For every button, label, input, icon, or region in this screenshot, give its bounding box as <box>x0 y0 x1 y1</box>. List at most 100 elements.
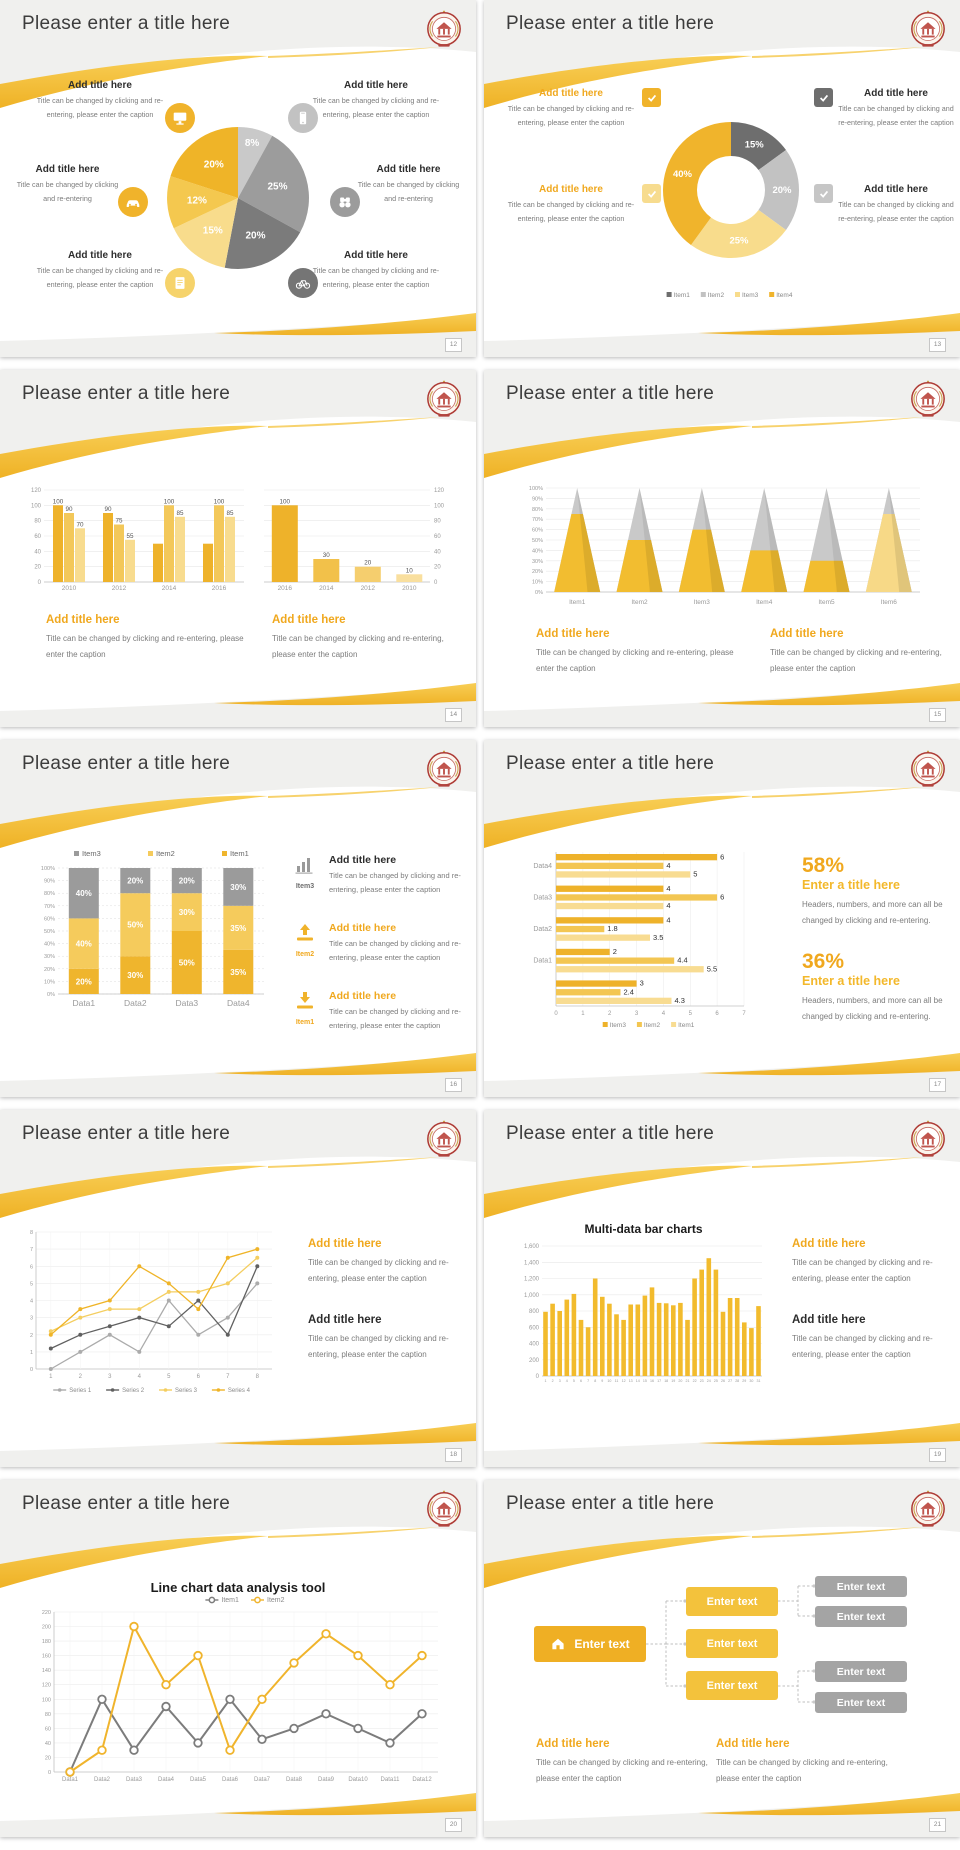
org-root-box: Enter text <box>534 1626 646 1662</box>
svg-text:40: 40 <box>34 549 41 555</box>
footer-swoosh <box>484 1793 960 1837</box>
callout-top: Add title here Title can be changed by cl… <box>308 1238 449 1284</box>
callout-bottom-right: Add title here Title can be changed by cl… <box>312 250 440 290</box>
svg-text:Data3: Data3 <box>533 894 552 901</box>
item-row-item3: Item3 Add title here Title can be changed… <box>290 854 476 898</box>
svg-text:Item1: Item1 <box>569 599 586 606</box>
slide-page-15[interactable]: Please enter a title here 15 0% 10% 20% 30% 4… <box>484 370 960 727</box>
footer-swoosh <box>0 1793 476 1837</box>
svg-text:1: 1 <box>49 1374 53 1380</box>
svg-text:Data5: Data5 <box>190 1777 207 1783</box>
svg-text:5: 5 <box>167 1374 171 1380</box>
svg-text:Data1: Data1 <box>533 958 552 965</box>
slide-page-21[interactable]: Please enter a title here 21 Enter text E… <box>484 1480 960 1837</box>
slide-page-12[interactable]: Please enter a title here 12 8% 25% 20% 15% 1… <box>0 0 476 357</box>
university-crest-icon <box>911 750 945 787</box>
slide-page-13[interactable]: Please enter a title here 13 15% 20% 25% 40%… <box>484 0 960 357</box>
org-mid-box: Enter text <box>686 1629 778 1658</box>
callout-right-bottom: Add title here Title can be changed by cl… <box>838 184 954 224</box>
svg-text:0: 0 <box>30 1367 33 1373</box>
svg-text:Item3: Item3 <box>610 1022 627 1029</box>
svg-text:Item4: Item4 <box>756 599 773 606</box>
page-number: 21 <box>929 1818 946 1832</box>
svg-text:2012: 2012 <box>112 585 127 592</box>
svg-text:1: 1 <box>545 1379 547 1383</box>
page-number: 15 <box>929 708 946 722</box>
callout-right: Add title here Title can be changed by cl… <box>716 1738 888 1784</box>
header-swoosh <box>484 1110 960 1218</box>
callout-right: Add title here Title can be changed by cl… <box>770 628 942 674</box>
svg-text:55: 55 <box>126 533 134 540</box>
svg-text:800: 800 <box>529 1309 540 1315</box>
svg-text:Data1: Data1 <box>72 998 95 1008</box>
slide-page-18[interactable]: Please enter a title here 18 0 1 2 3 4 5 6 7 8 1 2 3… <box>0 1110 476 1467</box>
callout-top-right: Add title here Title can be changed by cl… <box>312 80 440 120</box>
slide-title: Please enter a title here <box>22 753 231 774</box>
slide-page-17[interactable]: Please enter a title here 17 0 1 2 3 4 5 6 7 6 4 5 D… <box>484 740 960 1097</box>
footer-swoosh <box>0 683 476 727</box>
svg-text:220: 220 <box>42 1610 51 1616</box>
svg-text:6: 6 <box>30 1264 33 1270</box>
stat-block-58: 58% Enter a title here Headers, numbers, a… <box>802 854 954 930</box>
svg-text:6: 6 <box>715 1011 719 1017</box>
org-leaf-box: Enter text <box>815 1692 907 1713</box>
svg-text:Item6: Item6 <box>881 599 898 606</box>
svg-text:8%: 8% <box>245 138 260 149</box>
svg-text:0: 0 <box>554 1011 558 1017</box>
svg-text:80: 80 <box>434 519 441 525</box>
stat-block-36: 36% Enter a title here Headers, numbers, a… <box>802 950 943 1022</box>
svg-text:1,200: 1,200 <box>524 1277 540 1283</box>
svg-text:2010: 2010 <box>402 585 417 592</box>
slide-page-20[interactable]: Please enter a title here 20 Line chart d… <box>0 1480 476 1837</box>
callout-bottom: Add title here Title can be changed by cl… <box>308 1314 449 1360</box>
svg-text:Item2: Item2 <box>644 1022 661 1029</box>
footer-swoosh <box>484 313 960 357</box>
svg-text:40: 40 <box>45 1741 51 1747</box>
svg-text:80: 80 <box>45 1712 51 1718</box>
callout-right: Add title here Title can be changed by cl… <box>272 614 444 660</box>
svg-text:60: 60 <box>434 534 441 540</box>
header-swoosh <box>484 0 960 108</box>
svg-text:6: 6 <box>720 852 724 861</box>
svg-text:3: 3 <box>108 1374 112 1380</box>
page-number: 17 <box>929 1078 946 1092</box>
svg-text:20%: 20% <box>245 230 265 241</box>
svg-text:7: 7 <box>30 1247 33 1253</box>
svg-text:60%: 60% <box>44 916 55 922</box>
svg-text:Item3: Item3 <box>694 599 711 606</box>
svg-text:0%: 0% <box>47 992 55 998</box>
callout-bottom-left: Add title here Title can be changed by cl… <box>36 250 164 290</box>
slide-page-16[interactable]: Please enter a title here 16 Item3 Item2 It… <box>0 740 476 1097</box>
phone-icon <box>288 103 318 133</box>
svg-text:2012: 2012 <box>361 585 376 592</box>
svg-text:31: 31 <box>757 1379 761 1383</box>
svg-text:20: 20 <box>678 1379 682 1383</box>
svg-text:13: 13 <box>629 1379 633 1383</box>
monitor-icon <box>165 103 195 133</box>
svg-text:85: 85 <box>176 510 184 517</box>
svg-text:100: 100 <box>42 1697 51 1703</box>
svg-text:20: 20 <box>434 565 441 571</box>
svg-text:30%: 30% <box>179 908 195 917</box>
callout-left: Add title here Title can be changed by cl… <box>536 1738 708 1784</box>
svg-text:20: 20 <box>34 565 41 571</box>
svg-text:14: 14 <box>636 1379 640 1383</box>
svg-text:2: 2 <box>608 1011 612 1017</box>
svg-text:Data8: Data8 <box>286 1777 303 1783</box>
callout-caption: Title can be changed by clicking and re-… <box>36 96 164 120</box>
slide-page-19[interactable]: Please enter a title here 19 Multi-data b… <box>484 1110 960 1467</box>
svg-text:24: 24 <box>707 1379 711 1383</box>
stat-percent: 58% <box>802 854 845 877</box>
slide-page-14[interactable]: Please enter a title here 14 0 20 40 60 80 100… <box>0 370 476 727</box>
descending-bar-chart: 0 20 40 60 80 100 120 100 2016 30 2014 20 2012 10 2010 <box>258 480 450 598</box>
svg-text:6: 6 <box>580 1379 582 1383</box>
slide-title: Please enter a title here <box>22 1123 231 1144</box>
university-logo <box>909 376 947 418</box>
page-number: 14 <box>445 708 462 722</box>
svg-text:2010: 2010 <box>62 585 77 592</box>
svg-text:Data4: Data4 <box>533 863 552 870</box>
svg-text:Data9: Data9 <box>318 1777 335 1783</box>
stat-title: Enter a title here <box>802 878 900 893</box>
university-logo <box>425 6 463 48</box>
